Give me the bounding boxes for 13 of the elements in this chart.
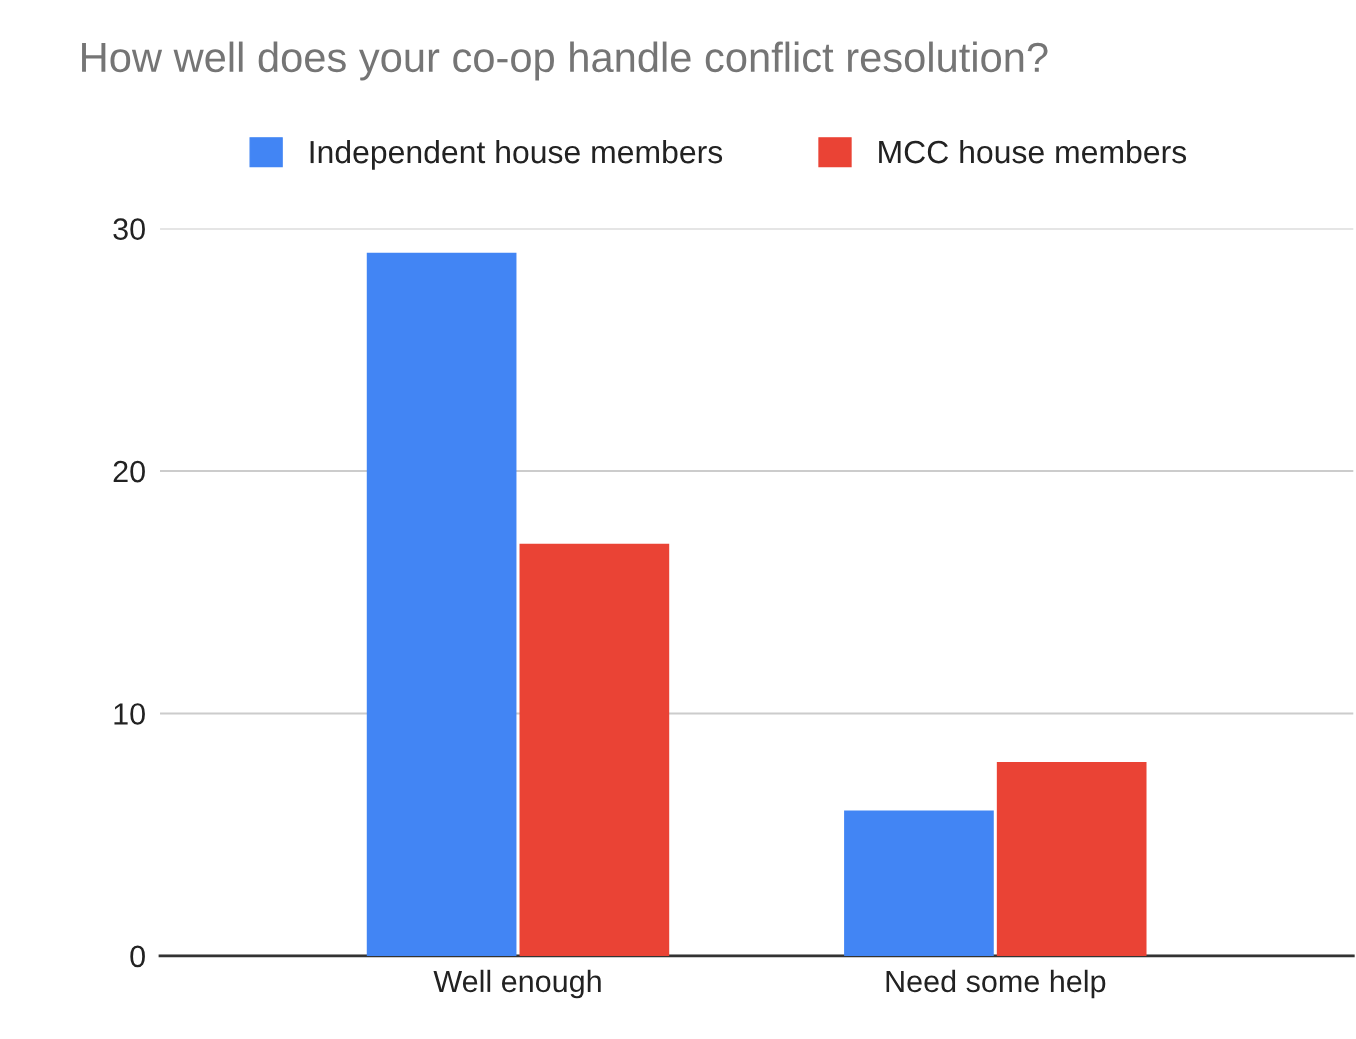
bar xyxy=(519,543,670,956)
bar xyxy=(366,252,517,956)
bar xyxy=(996,761,1147,956)
chart-title: How well does your co-op handle conflict resolution? xyxy=(82,41,1048,81)
y-tick-label: 30 xyxy=(113,218,145,240)
x-tick-label: Need some help xyxy=(886,969,1106,999)
legend-label: MCC house members xyxy=(879,139,1187,164)
legend-label: Independent house members xyxy=(310,139,723,170)
y-tick-label: 0 xyxy=(130,945,145,968)
y-tick-label: 10 xyxy=(114,703,145,725)
y-tick-label: 20 xyxy=(113,460,145,483)
x-tick-label: Well enough xyxy=(433,969,601,999)
bar xyxy=(844,810,994,956)
